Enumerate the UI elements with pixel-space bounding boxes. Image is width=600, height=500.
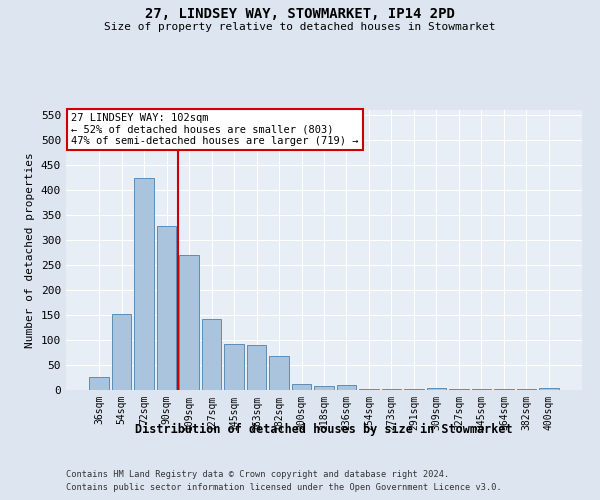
Bar	[449, 389, 469, 390]
Text: 27, LINDSEY WAY, STOWMARKET, IP14 2PD: 27, LINDSEY WAY, STOWMARKET, IP14 2PD	[145, 8, 455, 22]
Bar	[337, 385, 356, 390]
Bar	[359, 388, 379, 390]
Bar	[539, 388, 559, 390]
Y-axis label: Number of detached properties: Number of detached properties	[25, 152, 35, 348]
Bar	[382, 388, 401, 390]
Text: Distribution of detached houses by size in Stowmarket: Distribution of detached houses by size …	[135, 422, 513, 436]
Bar	[224, 344, 244, 390]
Bar	[202, 318, 221, 390]
Text: 27 LINDSEY WAY: 102sqm
← 52% of detached houses are smaller (803)
47% of semi-de: 27 LINDSEY WAY: 102sqm ← 52% of detached…	[71, 113, 359, 146]
Bar	[427, 388, 446, 390]
Text: Contains HM Land Registry data © Crown copyright and database right 2024.: Contains HM Land Registry data © Crown c…	[66, 470, 449, 479]
Bar	[112, 314, 131, 390]
Bar	[292, 384, 311, 390]
Bar	[179, 255, 199, 390]
Bar	[247, 345, 266, 390]
Bar	[134, 178, 154, 390]
Bar	[472, 389, 491, 390]
Bar	[517, 389, 536, 390]
Bar	[314, 386, 334, 390]
Text: Size of property relative to detached houses in Stowmarket: Size of property relative to detached ho…	[104, 22, 496, 32]
Bar	[494, 389, 514, 390]
Bar	[89, 376, 109, 390]
Bar	[269, 356, 289, 390]
Bar	[404, 388, 424, 390]
Text: Contains public sector information licensed under the Open Government Licence v3: Contains public sector information licen…	[66, 482, 502, 492]
Bar	[157, 226, 176, 390]
